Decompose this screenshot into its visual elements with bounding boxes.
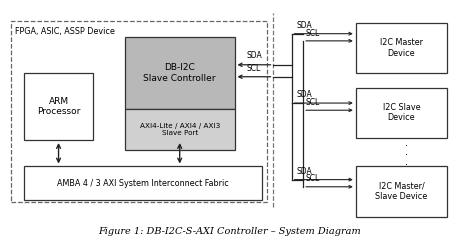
Bar <box>24 73 93 140</box>
Text: I2C Master
Device: I2C Master Device <box>379 38 422 58</box>
Text: AMBA 4 / 3 AXI System Interconnect Fabric: AMBA 4 / 3 AXI System Interconnect Fabri… <box>57 179 229 188</box>
Text: .: . <box>403 147 407 157</box>
Text: I2C Master/
Slave Device: I2C Master/ Slave Device <box>375 182 427 201</box>
Text: ARM
Processor: ARM Processor <box>37 97 80 116</box>
Text: AXI4-Lite / AXI4 / AXI3
Slave Port: AXI4-Lite / AXI4 / AXI3 Slave Port <box>139 123 219 136</box>
Text: SDA: SDA <box>296 167 311 176</box>
Text: SCL: SCL <box>246 64 261 73</box>
Text: .: . <box>403 137 407 148</box>
Text: DB-I2C
Slave Controller: DB-I2C Slave Controller <box>143 63 215 83</box>
Text: FPGA, ASIC, ASSP Device: FPGA, ASIC, ASSP Device <box>15 27 115 36</box>
Text: .: . <box>403 157 407 167</box>
Bar <box>124 37 234 109</box>
Text: SDA: SDA <box>246 51 261 60</box>
Bar <box>24 166 262 200</box>
Text: SCL: SCL <box>305 98 319 107</box>
Text: SDA: SDA <box>296 21 311 30</box>
Bar <box>355 88 446 138</box>
Text: SCL: SCL <box>305 29 319 38</box>
Bar <box>11 21 266 202</box>
Text: I2C Slave
Device: I2C Slave Device <box>382 103 420 122</box>
Text: SDA: SDA <box>296 90 311 99</box>
Bar <box>355 166 446 217</box>
Bar <box>124 109 234 150</box>
Text: Figure 1: DB-I2C-S-AXI Controller – System Diagram: Figure 1: DB-I2C-S-AXI Controller – Syst… <box>98 227 361 235</box>
Bar <box>355 23 446 73</box>
Text: SCL: SCL <box>305 174 319 183</box>
